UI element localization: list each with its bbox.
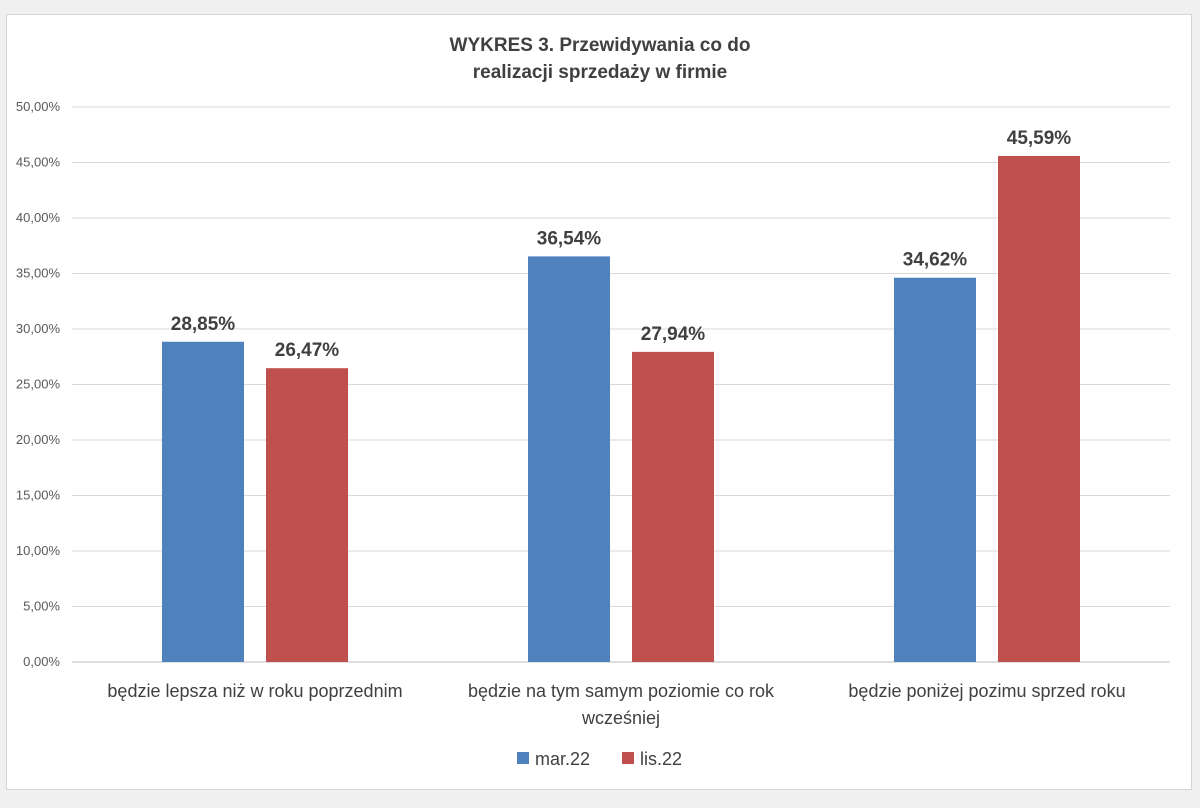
data-labels: 28,85% 36,54% 34,62% 26,47% 27,94% 45,59% [171,128,1072,361]
y-tick-label: 25,00% [16,377,61,392]
bar-mar-22-2 [894,277,976,662]
bar-lis-22-0 [266,368,348,662]
x-category-label: będzie na tym samym poziomie co rok [468,681,775,701]
bar-lis-22-1 [632,351,714,662]
gridlines [72,106,1170,663]
x-category-label: wcześniej [581,708,660,728]
data-label: 26,47% [275,340,340,361]
data-label: 28,85% [171,314,236,335]
chart-title: WYKRES 3. Przewidywania co do realizacji … [450,35,751,83]
legend-swatch [622,752,634,764]
data-label: 34,62% [903,250,968,271]
y-tick-label: 50,00% [16,99,61,114]
page-background [0,0,1200,14]
chart-title-line: realizacji sprzedaży w firmie [473,62,728,83]
y-tick-label: 45,00% [16,155,61,170]
legend-label: mar.22 [535,749,590,769]
data-label: 27,94% [641,324,706,345]
legend: mar.22 lis.22 [517,749,682,769]
legend-swatch [517,752,529,764]
y-axis-ticks: 0,00% 5,00% 10,00% 15,00% 20,00% 25,00% 30,00%… [16,99,61,669]
y-tick-label: 10,00% [16,543,61,558]
y-tick-label: 35,00% [16,266,61,281]
y-tick-label: 0,00% [23,654,60,669]
bars [162,155,1080,663]
y-tick-label: 30,00% [16,321,61,336]
y-tick-label: 20,00% [16,432,61,447]
bar-lis-22-2 [998,155,1080,663]
x-category-label: będzie poniżej pozimu sprzed roku [848,681,1125,701]
x-category-label: będzie lepsza niż w roku poprzednim [107,681,402,701]
x-axis-labels: będzie lepsza niż w roku poprzednim będzi… [107,681,1125,728]
data-label: 45,59% [1007,128,1072,149]
bar-mar-22-1 [528,256,610,662]
legend-label: lis.22 [640,749,682,769]
chart-title-line: WYKRES 3. Przewidywania co do [450,35,751,56]
bar-mar-22-0 [162,341,244,662]
data-label: 36,54% [537,228,602,249]
y-tick-label: 40,00% [16,210,61,225]
y-tick-label: 15,00% [16,488,61,503]
y-tick-label: 5,00% [23,599,60,614]
